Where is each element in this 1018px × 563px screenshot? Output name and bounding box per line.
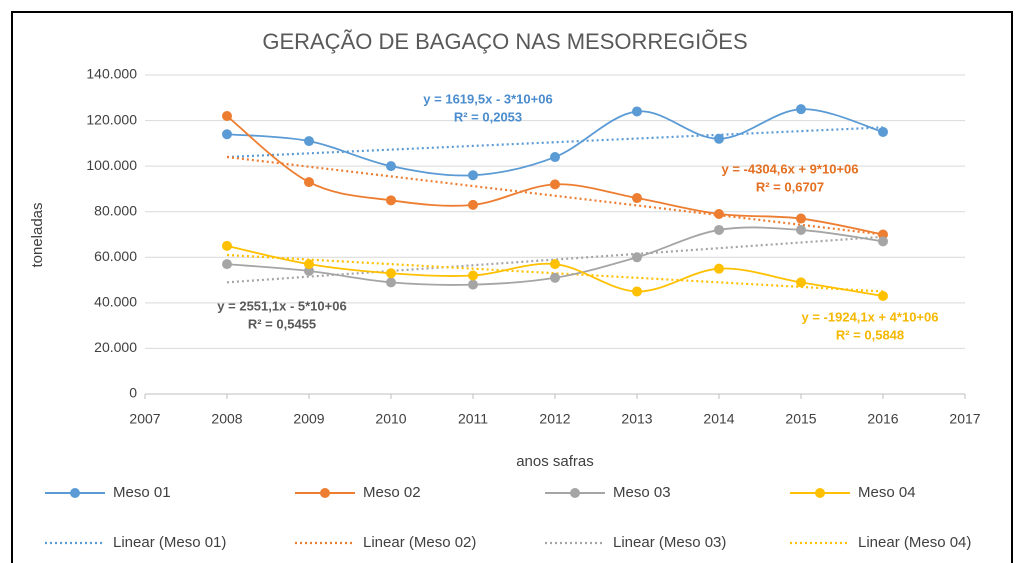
x-tick-label: 2015	[785, 411, 816, 427]
point	[386, 195, 396, 206]
legend-marker	[570, 488, 580, 498]
point	[632, 286, 642, 297]
point	[468, 170, 478, 181]
x-tick-label: 2016	[867, 411, 898, 427]
x-axis-label: anos safras	[516, 453, 594, 470]
legend-label: Linear (Meso 04)	[858, 534, 971, 551]
x-tick-label: 2014	[703, 411, 734, 427]
frame	[11, 11, 1013, 563]
y-tick-label: 140.000	[86, 66, 137, 82]
annotation: y = -1924,1x + 4*10+06	[802, 309, 939, 324]
annotation: R² = 0,5848	[836, 327, 904, 342]
x-tick-label: 2007	[129, 411, 160, 427]
annotation: R² = 0,6707	[756, 179, 824, 194]
point	[386, 277, 396, 288]
legend-label: Meso 02	[363, 484, 421, 501]
point	[468, 199, 478, 210]
y-tick-label: 100.000	[86, 157, 137, 173]
point	[796, 213, 806, 224]
y-tick-label: 120.000	[86, 111, 137, 127]
point	[796, 224, 806, 235]
trend-line	[226, 155, 884, 236]
point	[632, 106, 642, 117]
point	[222, 259, 232, 270]
point	[550, 152, 560, 163]
x-tick-label: 2009	[293, 411, 324, 427]
point	[878, 236, 888, 247]
point	[222, 111, 232, 122]
y-tick-label: 80.000	[94, 202, 137, 218]
point	[468, 270, 478, 281]
point	[796, 277, 806, 288]
legend-marker	[815, 488, 825, 498]
point	[878, 229, 888, 240]
y-tick-label: 0	[129, 385, 137, 401]
chart-title: GERAÇÃO DE BAGAÇO NAS MESORREGIÕES	[262, 29, 747, 54]
point	[550, 259, 560, 270]
point	[714, 133, 724, 144]
point	[878, 291, 888, 302]
point	[550, 179, 560, 190]
x-tick-label: 2012	[539, 411, 570, 427]
legend-label: Linear (Meso 01)	[113, 534, 226, 551]
y-tick-label: 60.000	[94, 248, 137, 264]
annotation: y = 2551,1x - 5*10+06	[217, 298, 346, 313]
x-tick-label: 2008	[211, 411, 242, 427]
legend-label: Meso 03	[613, 484, 671, 501]
point	[632, 252, 642, 263]
x-tick-label: 2013	[621, 411, 652, 427]
point	[468, 279, 478, 290]
point	[796, 104, 806, 115]
y-tick-label: 20.000	[94, 339, 137, 355]
legend-label: Meso 04	[858, 484, 916, 501]
x-tick-label: 2011	[458, 411, 488, 427]
point	[222, 240, 232, 251]
point	[222, 129, 232, 140]
point	[304, 136, 314, 147]
point	[304, 177, 314, 188]
y-axis-label: toneladas	[29, 202, 46, 267]
x-tick-label: 2010	[375, 411, 406, 427]
point	[714, 224, 724, 235]
legend-label: Meso 01	[113, 484, 171, 501]
annotation: y = -4304,6x + 9*10+06	[722, 161, 859, 176]
point	[386, 161, 396, 172]
point	[304, 259, 314, 270]
legend-marker	[320, 488, 330, 498]
point	[714, 263, 724, 274]
legend-marker	[70, 488, 80, 498]
legend-label: Linear (Meso 02)	[363, 534, 476, 551]
legend-label: Linear (Meso 03)	[613, 534, 726, 551]
y-tick-label: 40.000	[94, 294, 137, 310]
annotation: R² = 0,5455	[248, 316, 316, 331]
annotation: R² = 0,2053	[454, 109, 522, 124]
point	[386, 268, 396, 279]
point	[304, 265, 314, 276]
point	[550, 272, 560, 283]
point	[632, 193, 642, 204]
point	[714, 208, 724, 219]
annotation: y = 1619,5x - 3*10+06	[423, 91, 552, 106]
x-tick-label: 2017	[949, 411, 980, 427]
point	[878, 126, 888, 137]
